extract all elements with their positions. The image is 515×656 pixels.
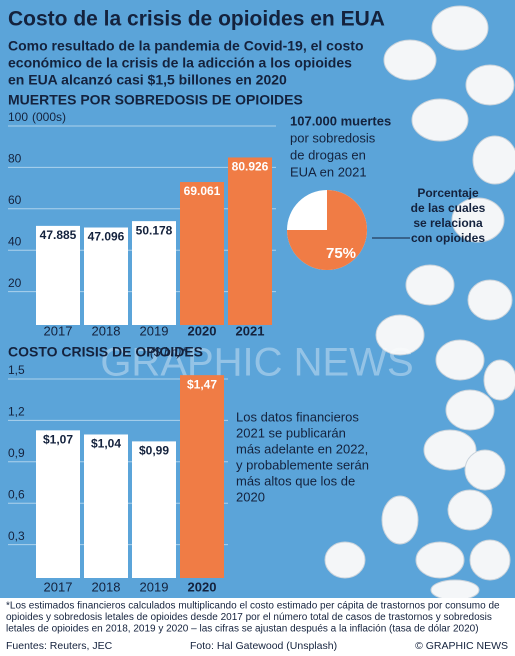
- y-tick-label: 0,6: [8, 487, 25, 501]
- value-label: 69.061: [184, 184, 221, 198]
- value-label: $1,07: [43, 433, 73, 447]
- annotation: 2021 se publicarán: [236, 425, 346, 440]
- footnote: letales de opioides en 2018, 2019 y 2020…: [6, 624, 479, 635]
- annotation: más altos que los de: [236, 473, 355, 488]
- y-tick-label: 80: [8, 152, 22, 166]
- y-axis-label: ($ bn)*: [150, 345, 186, 359]
- pie-annotation: de las cuales: [411, 201, 486, 215]
- title: Costo de la crisis de opioides en EUA: [8, 8, 385, 31]
- y-tick-label: 60: [8, 193, 22, 207]
- pills: [324, 5, 515, 601]
- value-label: 50.178: [136, 223, 173, 237]
- y-tick-label: 0,3: [8, 529, 25, 543]
- pie-annotation: Porcentaje: [417, 186, 479, 200]
- chart-title: MUERTES POR SOBREDOSIS DE OPIOIDES: [8, 92, 303, 108]
- subtitle: Como resultado de la pandemia de Covid-1…: [8, 38, 364, 54]
- footnote: *Los estimados financieros calculados mu…: [6, 601, 500, 612]
- pie-annotation: con opioides: [411, 231, 485, 245]
- sources: Fuentes: Reuters, JEC: [6, 640, 113, 652]
- photo-credit: Foto: Hal Gatewood (Unsplash): [190, 640, 337, 652]
- x-tick-label: 2019: [140, 323, 169, 338]
- x-tick-label: 2018: [92, 579, 121, 594]
- x-tick-label: 2020: [188, 579, 217, 594]
- bar: [180, 182, 224, 325]
- pie-title: por sobredosis: [290, 130, 376, 145]
- bar: [228, 157, 272, 325]
- x-tick-label: 2021: [236, 323, 265, 338]
- value-label: 47.885: [40, 228, 77, 242]
- value-label: 47.096: [88, 230, 125, 244]
- annotation: más adelante en 2022,: [236, 441, 368, 456]
- annotation: Los datos financieros: [236, 409, 359, 424]
- pie-title: 107.000 muertes: [290, 113, 391, 128]
- pie-label: 75%: [326, 245, 356, 262]
- x-tick-label: 2017: [44, 323, 73, 338]
- annotation: 2020: [236, 489, 265, 504]
- copyright: © GRAPHIC NEWS: [415, 640, 508, 652]
- bar: [180, 375, 224, 578]
- bar: [36, 225, 80, 325]
- bar: [84, 434, 128, 578]
- x-tick-label: 2017: [44, 579, 73, 594]
- bar: [36, 430, 80, 578]
- subtitle: económico de la crisis de la adicción a …: [8, 55, 352, 71]
- pie-slice: [287, 190, 367, 270]
- value-label: 80.926: [232, 160, 269, 174]
- chart-title: COSTO CRISIS DE OPIOIDES: [8, 344, 203, 360]
- subtitle: en EUA alcanzó casi $1,5 billones en 202…: [8, 72, 287, 88]
- bar: [132, 221, 176, 325]
- value-label: $1,04: [91, 437, 121, 451]
- pie-annotation: se relaciona: [413, 216, 483, 230]
- y-tick-label: 1,5: [8, 363, 25, 377]
- pie-title: de drogas en: [290, 147, 366, 162]
- value-label: $0,99: [139, 444, 169, 458]
- pie-title: EUA en 2021: [290, 164, 367, 179]
- annotation: y probablemente serán: [236, 457, 369, 472]
- y-tick-label: 100: [8, 110, 28, 124]
- footer-background: [0, 598, 515, 656]
- footnote: opioides y sobredosis letales de opioide…: [6, 612, 492, 623]
- watermark: GRAPHIC NEWS: [100, 341, 413, 385]
- x-tick-label: 2020: [188, 323, 217, 338]
- y-tick-label: 0,9: [8, 446, 25, 460]
- y-tick-label: 1,2: [8, 405, 25, 419]
- value-label: $1,47: [187, 377, 217, 391]
- x-tick-label: 2019: [140, 579, 169, 594]
- y-tick-label: 20: [8, 276, 22, 290]
- y-tick-label: 40: [8, 234, 22, 248]
- x-tick-label: 2018: [92, 323, 121, 338]
- bar: [84, 227, 128, 325]
- bar: [132, 441, 176, 578]
- y-axis-label: (000s): [32, 110, 66, 124]
